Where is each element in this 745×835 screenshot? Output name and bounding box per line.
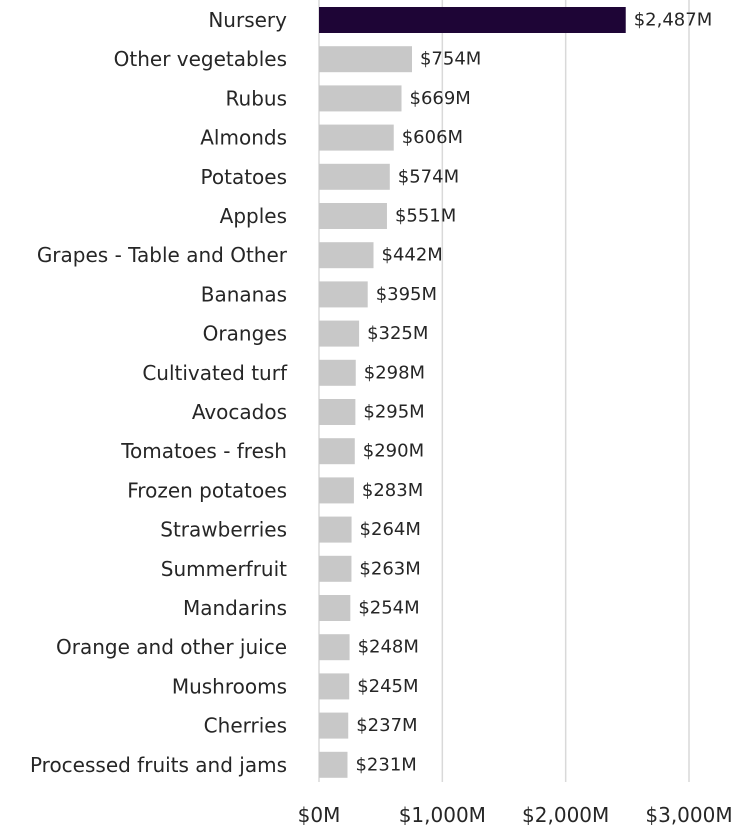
x-axis-ticks: $0M $1,000M $2,000M $3,000M (298, 803, 733, 827)
bar (319, 555, 352, 582)
category-label: Avocados (192, 400, 287, 424)
grid-lines (318, 0, 690, 782)
data-label: $325M (367, 323, 428, 344)
data-label: $395M (376, 284, 437, 305)
category-label: Cultivated turf (142, 361, 288, 385)
category-label: Bananas (201, 282, 287, 306)
data-label: $295M (363, 402, 424, 423)
bars (319, 7, 626, 778)
category-label: Mushrooms (172, 674, 287, 698)
bar (319, 712, 349, 739)
x-tick-label: $1,000M (399, 803, 486, 827)
category-label: Orange and other juice (56, 635, 287, 659)
category-label: Nursery (208, 8, 287, 32)
data-label: $2,487M (634, 10, 713, 31)
bar (319, 634, 350, 661)
category-label: Apples (220, 204, 287, 228)
category-label: Oranges (203, 322, 287, 346)
bar (319, 595, 351, 621)
data-label: $551M (395, 206, 456, 227)
bar (319, 124, 394, 151)
data-label: $754M (420, 49, 481, 70)
data-label: $669M (410, 88, 471, 109)
category-label: Frozen potatoes (127, 478, 287, 502)
bar (319, 320, 360, 347)
data-label: $248M (358, 637, 419, 658)
bar (319, 673, 350, 700)
bar (319, 399, 356, 425)
data-label: $298M (364, 362, 425, 383)
category-label: Strawberries (160, 518, 287, 542)
bar (319, 46, 412, 73)
category-label: Summerfruit (161, 557, 287, 581)
category-label: Tomatoes - fresh (120, 439, 287, 463)
data-label: $442M (382, 245, 443, 266)
bar (319, 7, 626, 33)
data-label: $254M (358, 598, 419, 619)
category-labels: Nursery Other vegetables Rubus Almonds Potat… (30, 8, 288, 777)
bar (319, 516, 352, 543)
data-label: $245M (357, 676, 418, 697)
bar (319, 438, 355, 465)
data-label: $290M (363, 441, 424, 462)
category-label: Grapes - Table and Other (37, 243, 288, 267)
bar (319, 163, 390, 190)
category-label: Other vegetables (114, 47, 287, 71)
data-label: $231M (355, 754, 416, 775)
bar (319, 477, 354, 504)
data-label: $283M (362, 480, 423, 501)
x-tick-label: $0M (298, 803, 341, 827)
category-label: Cherries (204, 714, 287, 738)
bar (319, 281, 368, 308)
category-label: Potatoes (201, 165, 287, 189)
bar (319, 242, 374, 269)
data-label: $264M (360, 519, 421, 540)
bar (319, 203, 387, 229)
bar (319, 751, 348, 778)
category-label: Mandarins (183, 596, 287, 620)
data-label: $606M (402, 127, 463, 148)
x-tick-label: $3,000M (645, 803, 732, 827)
x-tick-label: $2,000M (522, 803, 609, 827)
bar (319, 359, 356, 386)
data-label: $237M (356, 715, 417, 736)
value-labels: $2,487M $754M $669M $606M $574M $551M $442M $39… (355, 10, 712, 776)
category-label: Processed fruits and jams (30, 753, 287, 777)
category-label: Rubus (226, 86, 287, 110)
bar (319, 85, 402, 112)
category-label: Almonds (200, 126, 287, 150)
data-label: $263M (359, 558, 420, 579)
data-label: $574M (398, 166, 459, 187)
